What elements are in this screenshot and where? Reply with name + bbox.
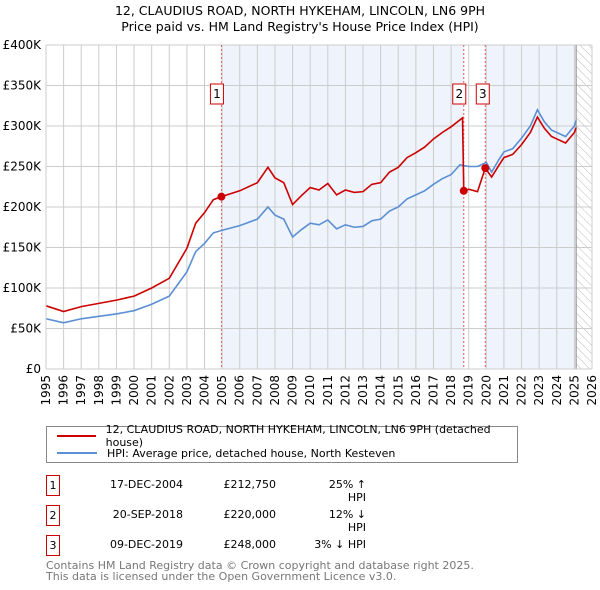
sale-hpi: 3% ↓ HPI (314, 538, 366, 551)
sale-point (481, 164, 490, 173)
plot-area: 1995 1996 1997 1998 1999 2000 2001 2002 2003 2004… (3, 38, 599, 406)
x-tick-label: 2012 (338, 375, 352, 406)
x-tick-label: 2021 (497, 375, 511, 406)
x-tick-label: 1996 (57, 375, 71, 406)
x-tick-label: 2020 (479, 375, 493, 406)
sale-point (217, 192, 226, 201)
y-tick-label: £150K (3, 241, 43, 255)
x-tick-label: 1995 (39, 375, 53, 406)
sale-marker: 2 (46, 505, 60, 526)
sale-row: 1 17-DEC-2004 £212,750 25% ↑ HPI (46, 475, 546, 504)
property-price-line (45, 115, 577, 313)
x-tick-label: 2018 (444, 375, 458, 406)
x-tick-label: 2008 (268, 375, 282, 406)
y-tick-label: £200K (3, 200, 43, 214)
sale-point (459, 186, 468, 195)
x-tick-label: 1999 (109, 375, 123, 406)
sale-label: 1 (213, 87, 221, 101)
sale-date: 20-SEP-2018 (112, 508, 183, 521)
x-tick-label: 2000 (127, 375, 141, 406)
x-tick-label: 2003 (180, 375, 194, 406)
legend-swatch-red (57, 435, 96, 437)
legend: 12, CLAUDIUS ROAD, NORTH HYKEHAM, LINCOL… (46, 423, 518, 463)
sale-date: 17-DEC-2004 (109, 478, 183, 491)
hpi-line (45, 108, 577, 324)
sale-label-box (209, 83, 224, 105)
x-tick-label: 2009 (286, 375, 300, 406)
x-tick-label: 2017 (426, 375, 440, 406)
x-tick-label: 2015 (391, 375, 405, 406)
x-tick-label: 2011 (321, 375, 335, 406)
x-tick-label: 2016 (409, 375, 423, 406)
footer-licence: This data is licensed under the Open Gov… (46, 570, 397, 583)
y-tick-label: £0 (26, 362, 41, 376)
x-tick-label: 2006 (233, 375, 247, 406)
y-tick-label: £350K (3, 79, 43, 93)
y-tick-label: £100K (3, 281, 43, 295)
y-tick-label: £250K (3, 160, 43, 174)
x-tick-label: 1997 (74, 375, 88, 406)
sale-label: 3 (479, 87, 487, 101)
sale-price: £248,000 (223, 538, 277, 551)
x-tick-label: 2019 (462, 375, 476, 406)
x-tick-label: 1998 (92, 375, 106, 406)
legend-item-property: 12, CLAUDIUS ROAD, NORTH HYKEHAM, LINCOL… (57, 423, 517, 449)
sale-hpi: 12% ↓ HPI (328, 508, 366, 534)
footer-copyright: Contains HM Land Registry data © Crown c… (46, 559, 474, 572)
sale-hpi: 25% ↑ HPI (328, 478, 366, 504)
x-tick-label: 2002 (162, 375, 176, 406)
x-tick-label: 2004 (198, 375, 212, 406)
y-tick-label: £300K (3, 119, 43, 133)
chart-subtitle: Price paid vs. HM Land Registry's House … (121, 19, 479, 34)
x-tick-label: 2007 (250, 375, 264, 406)
sale-marker: 1 (46, 475, 60, 496)
x-tick-label: 2022 (515, 375, 529, 406)
sale-row: 2 20-SEP-2018 £220,000 12% ↓ HPI (46, 505, 546, 534)
sale-row: 3 09-DEC-2019 £248,000 3% ↓ HPI (46, 535, 546, 556)
x-tick-label: 2025 (567, 375, 581, 406)
sale-label-box (452, 83, 467, 105)
chart-title: 12, CLAUDIUS ROAD, NORTH HYKEHAM, LINCOL… (114, 3, 486, 18)
x-tick-label: 2001 (145, 375, 159, 406)
sale-label-box (475, 83, 490, 105)
x-tick-label: 2010 (303, 375, 317, 406)
y-tick-label: £50K (10, 322, 42, 336)
x-tick-label: 2013 (356, 375, 370, 406)
legend-label: 12, CLAUDIUS ROAD, NORTH HYKEHAM, LINCOL… (105, 423, 491, 449)
sale-marker: 3 (46, 535, 60, 556)
x-tick-label: 2014 (374, 375, 388, 406)
x-tick-label: 2023 (532, 375, 546, 406)
sale-price: £212,750 (223, 478, 277, 491)
x-tick-label: 2005 (215, 375, 229, 406)
y-tick-label: £400K (3, 38, 43, 52)
x-tick-label: 2026 (585, 375, 599, 406)
legend-label: HPI: Average price, detached house, Nort… (107, 446, 396, 460)
legend-swatch-blue (57, 452, 97, 454)
sale-date: 09-DEC-2019 (109, 538, 183, 551)
x-tick-label: 2024 (550, 375, 564, 406)
legend-item-hpi: HPI: Average price, detached house, Nort… (57, 445, 395, 461)
sale-label: 2 (455, 87, 463, 101)
sale-price: £220,000 (223, 508, 277, 521)
